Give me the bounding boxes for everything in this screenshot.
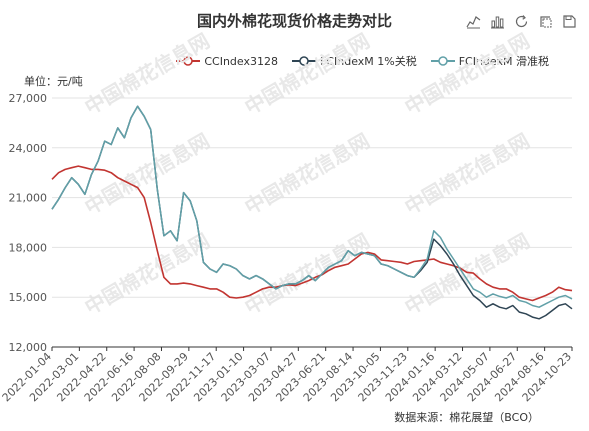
legend-label-fcindex-1pct: FCIndexM 1%关税 [319, 55, 417, 68]
y-tick-label: 18,000 [9, 241, 48, 254]
legend-item-ccindex[interactable]: CCIndex3128 [176, 55, 278, 68]
legend-label-ccindex: CCIndex3128 [204, 54, 278, 68]
y-tick-label: 15,000 [9, 291, 48, 304]
y-axis: 12,000 15,000 18,000 21,000 24,000 27,000 [9, 92, 48, 354]
source-note: 数据来源：棉花展望（BCO） [394, 411, 539, 424]
watermark-text: 中国棉花信息网 [241, 129, 374, 220]
y-tick-label: 24,000 [9, 142, 48, 155]
watermark-text: 中国棉花信息网 [241, 29, 374, 120]
x-axis: 2022-01-042022-03-012022-04-222022-06-16… [0, 346, 574, 404]
save-icon[interactable] [562, 14, 577, 29]
series-line-fcindex-sliding [51, 105, 573, 308]
refresh-icon[interactable] [514, 14, 529, 29]
legend-marker-fcindex-1pct [291, 56, 316, 66]
legend-marker-fcindex-sliding [430, 56, 455, 66]
toolbox [466, 14, 577, 29]
legend-marker-ccindex [176, 56, 201, 66]
legend-label-fcindex-sliding: FCIndexM 滑准税 [458, 55, 549, 68]
bar-chart-icon[interactable] [490, 14, 505, 29]
line-chart-icon[interactable] [466, 14, 481, 29]
watermark-text: 中国棉花信息网 [401, 29, 534, 120]
y-tick-label: 12,000 [9, 341, 48, 354]
y-tick-label: 21,000 [9, 192, 48, 205]
legend: CCIndex3128 FCIndexM 1%关税 FCIndexM 滑准税 [176, 53, 549, 69]
watermark-text: 中国棉花信息网 [81, 229, 214, 320]
unit-label: 单位：元/吨 [24, 75, 83, 88]
watermark-text: 中国棉花信息网 [241, 229, 374, 320]
chart-title: 国内外棉花现货价格走势对比 [196, 12, 392, 30]
legend-item-fcindex-sliding[interactable]: FCIndexM 滑准税 [430, 53, 549, 69]
grid-lines [52, 97, 572, 348]
restore-icon[interactable] [538, 14, 553, 29]
watermark-text: 中国棉花信息网 [81, 29, 214, 120]
legend-item-fcindex-1pct[interactable]: FCIndexM 1%关税 [291, 53, 417, 69]
y-tick-label: 27,000 [9, 92, 48, 105]
watermark-text: 中国棉花信息网 [401, 129, 534, 220]
series-lines [51, 105, 573, 320]
